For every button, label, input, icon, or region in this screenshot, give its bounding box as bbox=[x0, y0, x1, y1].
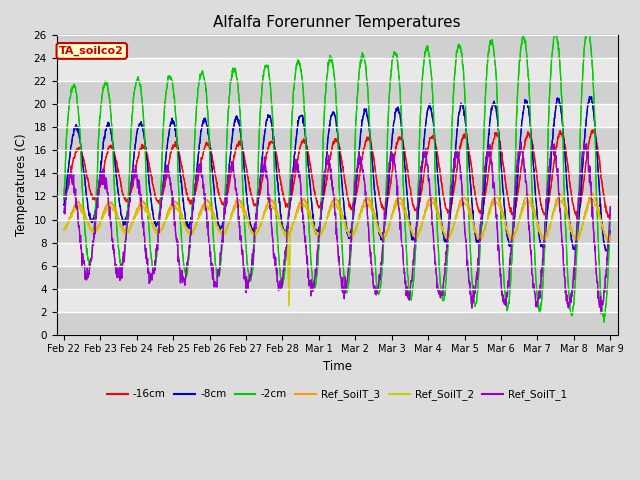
Ref_SoilT_1 bbox=[196, 171, 204, 177]
-16cm bbox=[181, 181, 189, 187]
-16cm bbox=[75, 144, 83, 150]
-8cm bbox=[588, 94, 595, 99]
-8cm bbox=[353, 169, 361, 175]
-16cm bbox=[196, 163, 204, 168]
Ref_SoilT_3 bbox=[605, 239, 612, 244]
Ref_SoilT_1 bbox=[597, 310, 605, 316]
-2cm bbox=[150, 267, 157, 273]
-16cm bbox=[589, 127, 596, 133]
-16cm bbox=[60, 195, 68, 201]
Ref_SoilT_2 bbox=[354, 221, 362, 227]
Ref_SoilT_2 bbox=[607, 235, 614, 240]
Bar bbox=[56, 36, 618, 59]
Ref_SoilT_3 bbox=[75, 199, 83, 205]
-2cm bbox=[600, 319, 608, 325]
Ref_SoilT_1 bbox=[353, 168, 361, 174]
Ref_SoilT_1 bbox=[75, 223, 83, 229]
Ref_SoilT_2 bbox=[486, 206, 494, 212]
Ref_SoilT_2 bbox=[60, 227, 68, 233]
-8cm bbox=[602, 248, 609, 253]
-8cm bbox=[196, 132, 204, 138]
Ref_SoilT_3 bbox=[196, 209, 204, 215]
Line: -8cm: -8cm bbox=[64, 96, 611, 251]
Ref_SoilT_2 bbox=[150, 225, 157, 231]
-2cm bbox=[181, 269, 189, 275]
Bar bbox=[56, 265, 618, 288]
-2cm bbox=[196, 74, 204, 80]
Line: -16cm: -16cm bbox=[64, 130, 611, 218]
Ref_SoilT_3 bbox=[587, 190, 595, 196]
-16cm bbox=[486, 158, 494, 164]
-16cm bbox=[353, 188, 361, 193]
Bar bbox=[56, 173, 618, 196]
Ref_SoilT_2 bbox=[285, 303, 293, 309]
Text: TA_soilco2: TA_soilco2 bbox=[60, 46, 124, 56]
-2cm bbox=[486, 40, 494, 46]
-2cm bbox=[353, 94, 361, 100]
Y-axis label: Temperatures (C): Temperatures (C) bbox=[15, 133, 28, 236]
Line: Ref_SoilT_3: Ref_SoilT_3 bbox=[64, 193, 611, 241]
Ref_SoilT_1 bbox=[607, 204, 614, 210]
Bar bbox=[56, 312, 618, 335]
-2cm bbox=[607, 215, 614, 220]
Line: Ref_SoilT_1: Ref_SoilT_1 bbox=[64, 142, 611, 313]
Bar bbox=[56, 127, 618, 150]
-8cm bbox=[75, 131, 83, 136]
Ref_SoilT_1 bbox=[486, 142, 494, 148]
Bar bbox=[56, 82, 618, 104]
Ref_SoilT_3 bbox=[486, 205, 494, 211]
Ref_SoilT_1 bbox=[60, 210, 68, 216]
Ref_SoilT_3 bbox=[353, 222, 361, 228]
-16cm bbox=[150, 186, 157, 192]
-2cm bbox=[60, 197, 68, 203]
Ref_SoilT_2 bbox=[196, 211, 204, 216]
Bar bbox=[56, 219, 618, 242]
Bar bbox=[56, 104, 618, 127]
Bar bbox=[56, 242, 618, 265]
-8cm bbox=[486, 118, 494, 123]
Ref_SoilT_1 bbox=[517, 139, 525, 145]
Ref_SoilT_1 bbox=[181, 278, 189, 284]
Ref_SoilT_3 bbox=[181, 221, 189, 227]
-16cm bbox=[607, 212, 614, 217]
Bar bbox=[56, 150, 618, 173]
Line: -2cm: -2cm bbox=[64, 36, 611, 322]
Title: Alfalfa Forerunner Temperatures: Alfalfa Forerunner Temperatures bbox=[213, 15, 461, 30]
-2cm bbox=[550, 33, 558, 38]
-8cm bbox=[150, 216, 157, 222]
Ref_SoilT_3 bbox=[60, 226, 68, 232]
-8cm bbox=[60, 202, 68, 208]
-2cm bbox=[75, 114, 83, 120]
-16cm bbox=[573, 215, 580, 221]
Ref_SoilT_1 bbox=[150, 267, 157, 273]
-8cm bbox=[607, 228, 614, 234]
Bar bbox=[56, 288, 618, 312]
Legend: -16cm, -8cm, -2cm, Ref_SoilT_3, Ref_SoilT_2, Ref_SoilT_1: -16cm, -8cm, -2cm, Ref_SoilT_3, Ref_Soil… bbox=[102, 385, 572, 404]
Bar bbox=[56, 196, 618, 219]
Line: Ref_SoilT_2: Ref_SoilT_2 bbox=[64, 200, 611, 306]
-8cm bbox=[181, 211, 189, 216]
Ref_SoilT_3 bbox=[150, 225, 157, 230]
Ref_SoilT_3 bbox=[607, 236, 614, 241]
Ref_SoilT_2 bbox=[181, 224, 189, 229]
X-axis label: Time: Time bbox=[323, 360, 351, 373]
Ref_SoilT_2 bbox=[587, 197, 595, 203]
Bar bbox=[56, 59, 618, 82]
Ref_SoilT_2 bbox=[75, 204, 83, 210]
